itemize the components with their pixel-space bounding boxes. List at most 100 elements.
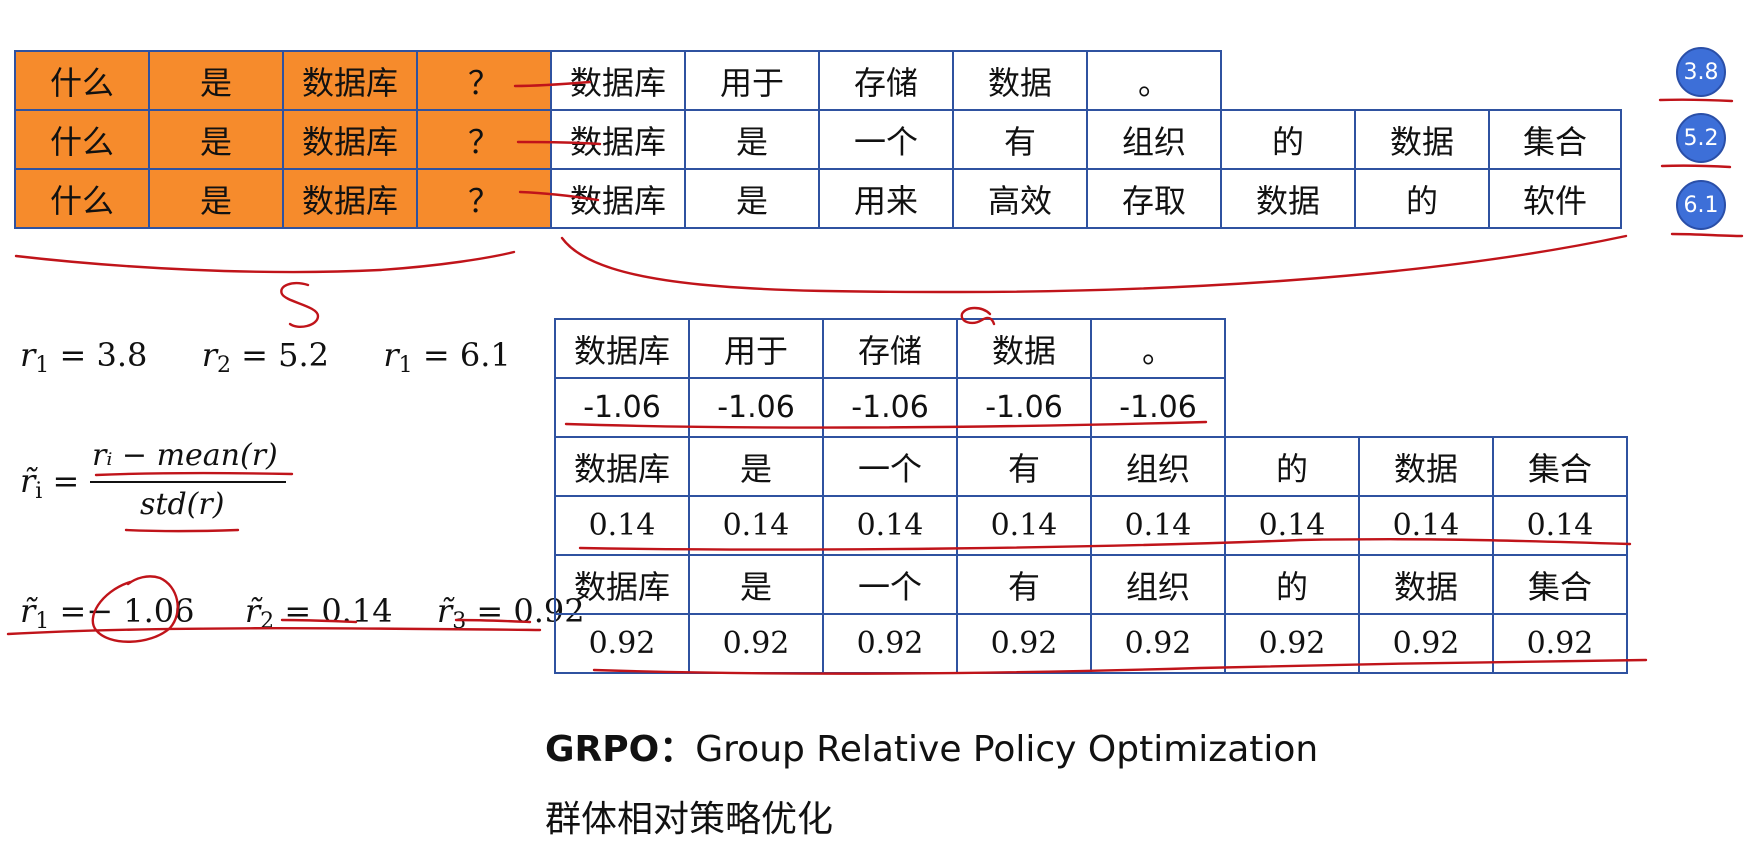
question-token: 是 (148, 109, 284, 170)
advantage-cell: 0.92 (1090, 613, 1226, 674)
response-token: 是 (684, 168, 820, 229)
response-row-2: 什么 是 数据库 ？ 数据库 是 一个 有 组织 的 数据 集合 (14, 109, 1622, 170)
response-token: 的 (1220, 109, 1356, 170)
response-token: 有 (952, 109, 1088, 170)
question-token: 数据库 (282, 168, 418, 229)
advantage-cell: 0.92 (956, 613, 1092, 674)
response-token: 用于 (684, 50, 820, 111)
formula-lhs: r̃i = (20, 462, 80, 504)
advantages-line: r̃1 =− 1.06 r̃2 = 0.14 r̃3 = 0.92 (20, 592, 585, 634)
grpo-title-chinese: 群体相对策略优化 (545, 799, 834, 840)
response-token: 组织 (1086, 109, 1222, 170)
empty-cell (1493, 378, 1627, 437)
token-cell: 有 (956, 554, 1092, 615)
advantage-cell: 0.92 (1224, 613, 1360, 674)
question-token: 是 (148, 168, 284, 229)
response-token: 数据 (952, 50, 1088, 111)
advantage-cell: -1.06 (956, 377, 1092, 438)
token-cell: 的 (1224, 436, 1360, 497)
reward-2: r2 = 5.2 (201, 336, 330, 378)
question-token: ？ (416, 109, 552, 170)
ink-underline (1660, 164, 1732, 169)
question-token: 是 (148, 50, 284, 111)
question-token: 什么 (14, 168, 150, 229)
token-cell: 数据库 (554, 436, 690, 497)
advantage-cell: 0.92 (822, 613, 958, 674)
ink-underline (1658, 98, 1734, 103)
token-cell: 组织 (1090, 436, 1226, 497)
response-token: 是 (684, 109, 820, 170)
reward-1: r1 = 3.8 (20, 336, 148, 378)
empty-cell (1221, 51, 1355, 110)
token-cell: 一个 (822, 436, 958, 497)
advantage-cell: 0.14 (1224, 495, 1360, 556)
advantage-cell: 0.14 (1090, 495, 1226, 556)
token-cell: 。 (1090, 318, 1226, 379)
question-token: 什么 (14, 50, 150, 111)
empty-cell (1225, 378, 1359, 437)
response-token: 集合 (1488, 109, 1622, 170)
question-token: ？ (416, 50, 552, 111)
formula-denominator: std(r) (140, 487, 225, 522)
token-cell: 数据 (1358, 436, 1494, 497)
responses-table: 什么 是 数据库 ？ 数据库 用于 存储 数据 。 什么 是 数据库 ？ 数据库… (14, 50, 1622, 229)
advantage-cell: 0.92 (1492, 613, 1628, 674)
reward-badge-3: 6.1 (1676, 180, 1726, 230)
response-token: 数据库 (550, 168, 686, 229)
response-token: 的 (1354, 168, 1490, 229)
token-row-3: 数据库 是 一个 有 组织 的 数据 集合 (554, 554, 1628, 615)
token-cell: 存储 (822, 318, 958, 379)
advantage-cell: -1.06 (688, 377, 824, 438)
grpo-title: GRPO：Group Relative Policy Optimization (545, 729, 1319, 770)
response-token: 数据库 (550, 109, 686, 170)
token-cell: 有 (956, 436, 1092, 497)
token-cell: 数据库 (554, 554, 690, 615)
advantage-cell: 0.14 (1358, 495, 1494, 556)
response-token: 一个 (818, 109, 954, 170)
token-cell: 组织 (1090, 554, 1226, 615)
empty-cell (1493, 319, 1627, 378)
empty-cell (1225, 319, 1359, 378)
response-row-3: 什么 是 数据库 ？ 数据库 是 用来 高效 存取 数据 的 软件 (14, 168, 1622, 229)
reward-badge-2: 5.2 (1676, 113, 1726, 163)
advantage-cell: 0.14 (1492, 495, 1628, 556)
token-cell: 数据 (1358, 554, 1494, 615)
response-token: 高效 (952, 168, 1088, 229)
advantage-cell: -1.06 (822, 377, 958, 438)
token-cell: 是 (688, 436, 824, 497)
token-cell: 数据 (956, 318, 1092, 379)
response-row-1: 什么 是 数据库 ？ 数据库 用于 存储 数据 。 (14, 50, 1621, 111)
token-row-2: 数据库 是 一个 有 组织 的 数据 集合 (554, 436, 1628, 497)
response-token: 存取 (1086, 168, 1222, 229)
token-cell: 数据库 (554, 318, 690, 379)
response-token: 数据库 (550, 50, 686, 111)
token-row-1: 数据库 用于 存储 数据 。 (554, 318, 1627, 379)
advantage-cell: 0.14 (688, 495, 824, 556)
advantage-table: 数据库 用于 存储 数据 。 -1.06 -1.06 -1.06 -1.06 -… (554, 318, 1628, 674)
token-cell: 是 (688, 554, 824, 615)
ink-underline (1670, 232, 1744, 238)
response-token: 数据 (1354, 109, 1490, 170)
response-token: 存储 (818, 50, 954, 111)
advantage-cell: 0.14 (822, 495, 958, 556)
question-token: 什么 (14, 109, 150, 170)
advantage-cell: -1.06 (554, 377, 690, 438)
rewards-line: r1 = 3.8 r2 = 5.2 r1 = 6.1 (20, 336, 511, 378)
response-token: 。 (1086, 50, 1222, 111)
ink-underline (94, 471, 294, 477)
fraction-line (90, 481, 286, 483)
ink-brace (560, 234, 1628, 294)
empty-cell (1359, 319, 1493, 378)
value-row-2: 0.14 0.14 0.14 0.14 0.14 0.14 0.14 0.14 (554, 495, 1628, 556)
advantage-cell: 0.92 (688, 613, 824, 674)
advantage-1: r̃1 =− 1.06 (20, 592, 195, 634)
empty-cell (1359, 378, 1493, 437)
token-cell: 集合 (1492, 436, 1628, 497)
token-cell: 一个 (822, 554, 958, 615)
response-token: 用来 (818, 168, 954, 229)
token-cell: 的 (1224, 554, 1360, 615)
reward-3: r1 = 6.1 (383, 336, 511, 378)
token-cell: 集合 (1492, 554, 1628, 615)
ink-underline (124, 528, 240, 533)
question-token: 数据库 (282, 109, 418, 170)
